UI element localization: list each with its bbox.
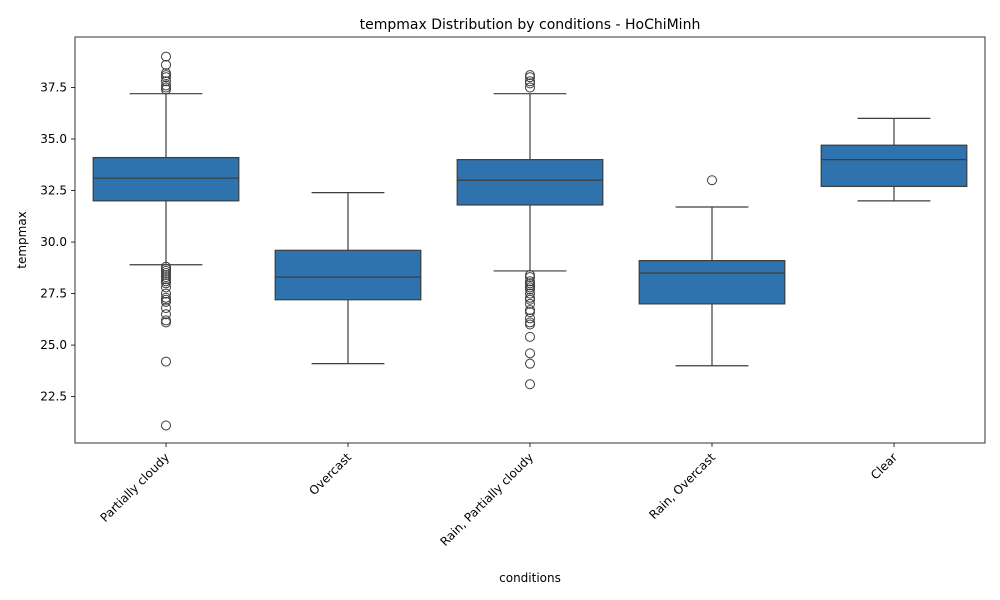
box xyxy=(638,260,786,305)
y-tick-label: 22.5 xyxy=(40,390,67,404)
outlier-point xyxy=(161,288,171,299)
outlier-point xyxy=(161,356,171,367)
outlier-point xyxy=(161,282,171,293)
y-tick-label: 32.5 xyxy=(40,184,67,198)
y-tick-label: 30.0 xyxy=(40,235,67,249)
box-group xyxy=(638,175,786,367)
outlier-point xyxy=(161,76,171,87)
outlier-point xyxy=(161,309,171,320)
x-tick-label: Rain, Overcast xyxy=(646,450,718,522)
x-tick-label: Partially cloudy xyxy=(97,450,172,525)
chart-title: tempmax Distribution by conditions - HoC… xyxy=(360,17,701,33)
outlier-point xyxy=(525,284,535,295)
y-tick-label: 37.5 xyxy=(40,80,67,94)
y-tick-label: 27.5 xyxy=(40,287,67,301)
x-tick-label: Rain, Partially cloudy xyxy=(437,450,536,549)
outlier-point xyxy=(525,288,535,299)
outlier-point xyxy=(525,331,535,342)
outlier-point xyxy=(161,420,171,431)
box xyxy=(92,156,240,202)
outlier-point xyxy=(525,348,535,359)
boxes-layer xyxy=(92,51,968,431)
box xyxy=(456,159,604,206)
outlier-point xyxy=(525,272,535,283)
outlier-point xyxy=(161,72,171,83)
box-group xyxy=(820,117,968,202)
y-axis-label: tempmax xyxy=(15,211,29,269)
y-tick-label: 35.0 xyxy=(40,132,67,146)
outlier-point xyxy=(707,175,717,186)
outlier-point xyxy=(161,278,171,289)
outlier-point xyxy=(525,358,535,369)
y-tick-label: 25.0 xyxy=(40,338,67,352)
outlier-point xyxy=(161,59,171,70)
outlier-point xyxy=(525,294,535,305)
outlier-point xyxy=(525,78,535,89)
y-axis: 22.5 25.0 27.5 30.0 32.5 35.0 37.5 xyxy=(40,80,75,404)
outlier-point xyxy=(525,379,535,390)
outlier-point xyxy=(161,84,171,95)
outlier-point xyxy=(525,307,535,318)
outlier-point xyxy=(525,298,535,309)
box-group xyxy=(92,51,240,431)
box xyxy=(820,144,968,188)
outlier-point xyxy=(525,319,535,330)
outlier-point xyxy=(161,303,171,314)
outlier-point xyxy=(525,82,535,93)
x-tick-label: Overcast xyxy=(306,450,354,498)
x-axis-label: conditions xyxy=(499,571,561,585)
box-group xyxy=(456,70,604,390)
box-group xyxy=(274,191,422,365)
outlier-point xyxy=(525,72,535,83)
outlier-point xyxy=(161,51,171,62)
box xyxy=(274,249,422,301)
x-tick-label: Clear xyxy=(868,450,900,482)
x-axis: Partially cloudy Overcast Rain, Partially … xyxy=(97,443,900,549)
outlier-point xyxy=(161,296,171,307)
outlier-point xyxy=(161,317,171,328)
outlier-point xyxy=(525,313,535,324)
